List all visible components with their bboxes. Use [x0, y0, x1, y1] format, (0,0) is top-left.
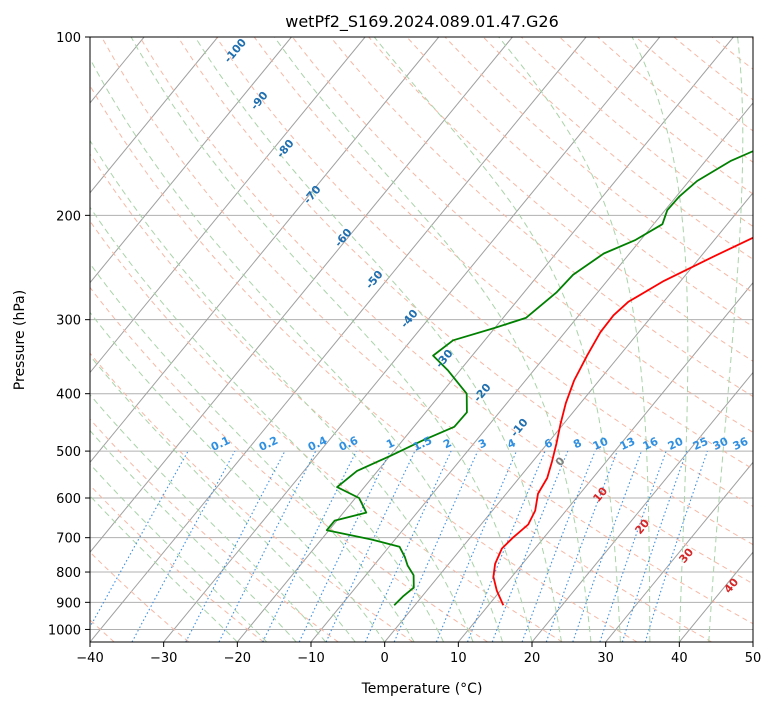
moist-adiabat-line [90, 206, 445, 642]
mixing-ratio-line [131, 450, 236, 642]
dry-adiabat-line [139, 37, 753, 585]
y-tick-label: 800 [56, 566, 81, 581]
x-axis: −40 −30 −20 −10 0 10 20 30 40 50 [76, 642, 761, 666]
x-tick-label: 20 [524, 651, 541, 666]
moist-adiabat-line [194, 37, 562, 642]
mixing-ratio-line [521, 450, 596, 642]
isotherm-line [310, 102, 753, 642]
x-tick-label: 30 [597, 651, 614, 666]
mixing-ratio-line [491, 450, 569, 642]
plot-frame [89, 36, 754, 643]
isotherm-line [163, 37, 661, 642]
isotherm-line [457, 281, 753, 642]
dry-adiabat-line [90, 484, 264, 642]
y-axis-title: Pressure (hPa) [12, 290, 28, 390]
moist-adiabat-line [631, 37, 689, 642]
dry-adiabat-line [292, 37, 753, 433]
moist-adiabat-line [90, 139, 474, 642]
isotherm-line [90, 37, 587, 642]
moist-adiabat-line [90, 495, 238, 642]
dry-adiabat-line [90, 352, 414, 642]
mixing-ratio-line [599, 450, 667, 642]
isotherm-line [384, 192, 753, 642]
mixing-ratio-line [90, 450, 189, 629]
y-axis: 100 200 300 400 500 600 700 800 900 1000 [48, 31, 90, 638]
isotherm-line [90, 37, 366, 374]
mixing-ratio-label: 25 [691, 435, 710, 453]
y-tick-label: 500 [56, 445, 81, 460]
mixing-ratio-line [393, 450, 479, 642]
isotherm-line [90, 37, 440, 464]
x-tick-label: 50 [745, 651, 762, 666]
moist-adiabat-line [90, 429, 297, 642]
moist-adiabat-line [708, 37, 744, 642]
moist-adiabat-line [90, 262, 415, 642]
isotherm-line [90, 37, 219, 194]
mixing-ratio-label: 10 [591, 435, 611, 453]
moist-adiabat-line [90, 393, 327, 642]
mixing-ratio-line [572, 450, 643, 642]
moist-adiabat-line [90, 354, 356, 642]
mixing-ratio-line [262, 450, 357, 642]
isotherm-line [531, 371, 753, 642]
mixing-ratio-label: 36 [731, 435, 751, 453]
moist-adiabat-line [90, 57, 503, 642]
x-tick-label: 40 [671, 651, 688, 666]
dry-adiabat-line [90, 84, 712, 642]
mixing-ratio-label: 16 [641, 435, 661, 453]
x-tick-label: 10 [450, 651, 467, 666]
dewpoint-profile-line [325, 150, 753, 606]
mixing-ratio-line [644, 450, 708, 642]
y-tick-label: 1000 [48, 623, 81, 638]
y-tick-label: 300 [56, 314, 81, 329]
x-tick-label: −20 [224, 651, 251, 666]
x-tick-label: −10 [297, 651, 324, 666]
y-tick-label: 100 [56, 31, 81, 46]
mixing-ratio-line [545, 450, 618, 642]
isotherm-line [90, 37, 292, 284]
x-axis-title: Temperature (°C) [361, 681, 483, 697]
mixing-ratio-line [621, 450, 688, 642]
moist-adiabat-line [273, 37, 592, 642]
dry-adiabat-line [90, 220, 563, 642]
mixing-ratio-line [466, 450, 546, 642]
dry-adiabat-line [177, 37, 753, 546]
moist-adiabat-line [90, 463, 268, 642]
moist-adiabat-line [498, 37, 651, 642]
temperature-profile-line [492, 236, 753, 606]
moist-adiabat-line [130, 37, 533, 642]
dry-adiabat-line [90, 551, 190, 642]
mixing-ratio-line [218, 450, 317, 642]
y-tick-label: 400 [56, 388, 81, 403]
mixing-ratio-label: 30 [711, 435, 731, 453]
x-tick-label: −30 [150, 651, 177, 666]
mixing-ratio-label: 20 [666, 435, 686, 453]
mixing-ratio-label: 13 [618, 435, 637, 453]
chart-title: wetPf2_S169.2024.089.01.47.G26 [285, 12, 559, 32]
y-tick-label: 200 [56, 209, 81, 224]
dry-adiabat-line [368, 37, 753, 362]
y-tick-label: 700 [56, 532, 81, 547]
dry-adiabat-line [406, 37, 753, 328]
mixing-ratio-line [364, 450, 452, 642]
y-tick-label: 900 [56, 596, 81, 611]
mixing-ratio-line [435, 450, 518, 642]
dry-adiabat-line [101, 37, 753, 625]
background-lines [90, 37, 753, 642]
isotherm-line [605, 461, 753, 642]
y-tick-label: 600 [56, 492, 81, 507]
moist-adiabat-line [373, 37, 621, 642]
isotherm-line [236, 37, 734, 642]
dry-adiabat-line [90, 153, 638, 642]
dry-adiabat-line [90, 286, 488, 642]
isotherm-line [90, 37, 513, 553]
data-series [325, 150, 753, 606]
x-tick-label: −40 [76, 651, 103, 666]
x-tick-label: 0 [381, 651, 389, 666]
moist-adiabat-line [90, 311, 386, 642]
